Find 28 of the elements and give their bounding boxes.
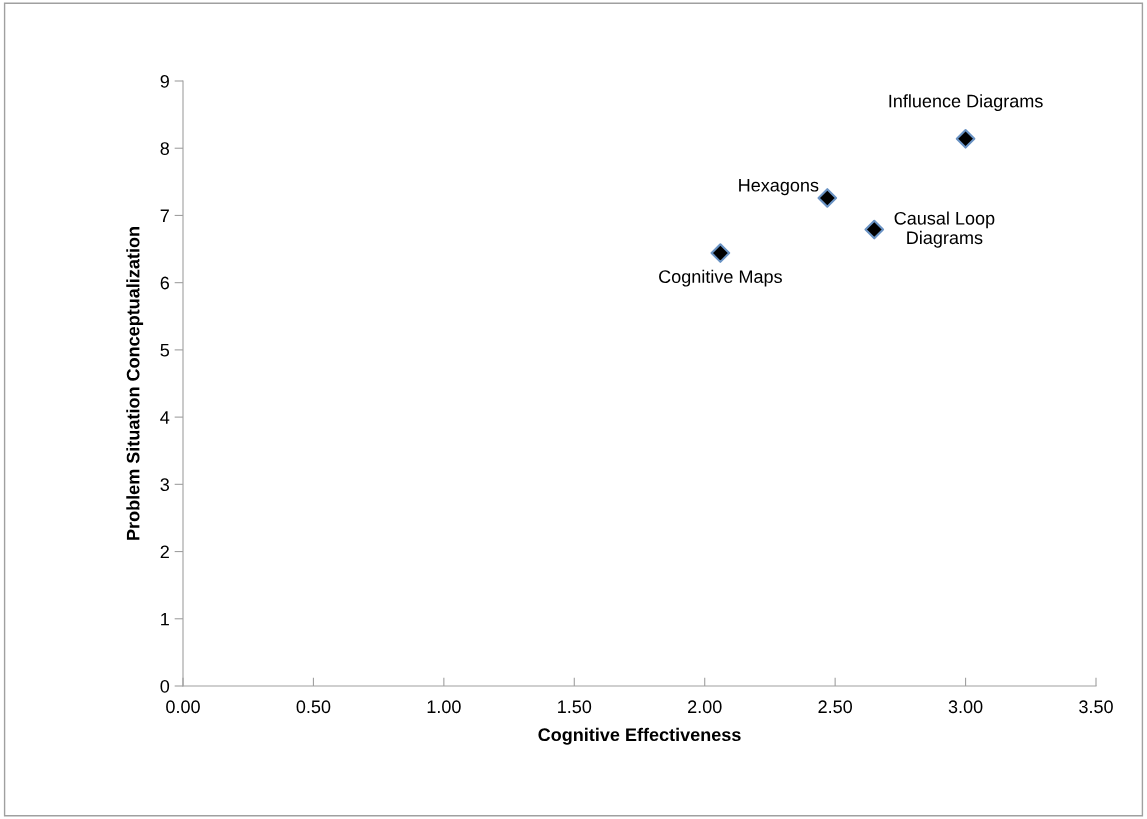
y-tick-label: 1	[161, 612, 169, 626]
annotation: Cognitive Maps	[659, 269, 782, 287]
y-tick-label: 5	[160, 344, 170, 357]
x-tick-label: 1.50	[558, 700, 592, 714]
annotation: Causal Loop Diagrams	[894, 211, 995, 248]
y-axis-title: Problem Situation Conceptualization	[126, 227, 144, 540]
x-tick-label: 2.50	[818, 700, 853, 714]
x-tick-label: 0.50	[296, 700, 331, 714]
y-tick-label: 0	[160, 679, 170, 693]
point	[955, 128, 976, 149]
annotation: Hexagons	[739, 179, 819, 196]
y-tick-label: 7	[160, 209, 169, 222]
x-tick-label: 1.00	[427, 700, 461, 714]
x-tick-label: 3.00	[948, 700, 983, 714]
y-tick-label: 3	[160, 478, 170, 492]
x-axis-title: Cognitive Effectiveness	[538, 727, 741, 745]
y-tick-label: 6	[160, 276, 170, 290]
y-tick-label: 4	[160, 411, 170, 424]
x-tick-label: 0.00	[166, 700, 200, 714]
point	[864, 219, 885, 240]
point	[817, 188, 838, 208]
x-tick-label: 3.50	[1079, 700, 1113, 714]
annotation: Influence Diagrams	[889, 94, 1043, 112]
x-tick-label: 2.00	[688, 700, 722, 714]
y-tick-label: 2	[160, 545, 169, 559]
y-tick-label: 9	[160, 74, 169, 88]
point	[710, 243, 731, 263]
y-tick-label: 8	[160, 142, 170, 155]
